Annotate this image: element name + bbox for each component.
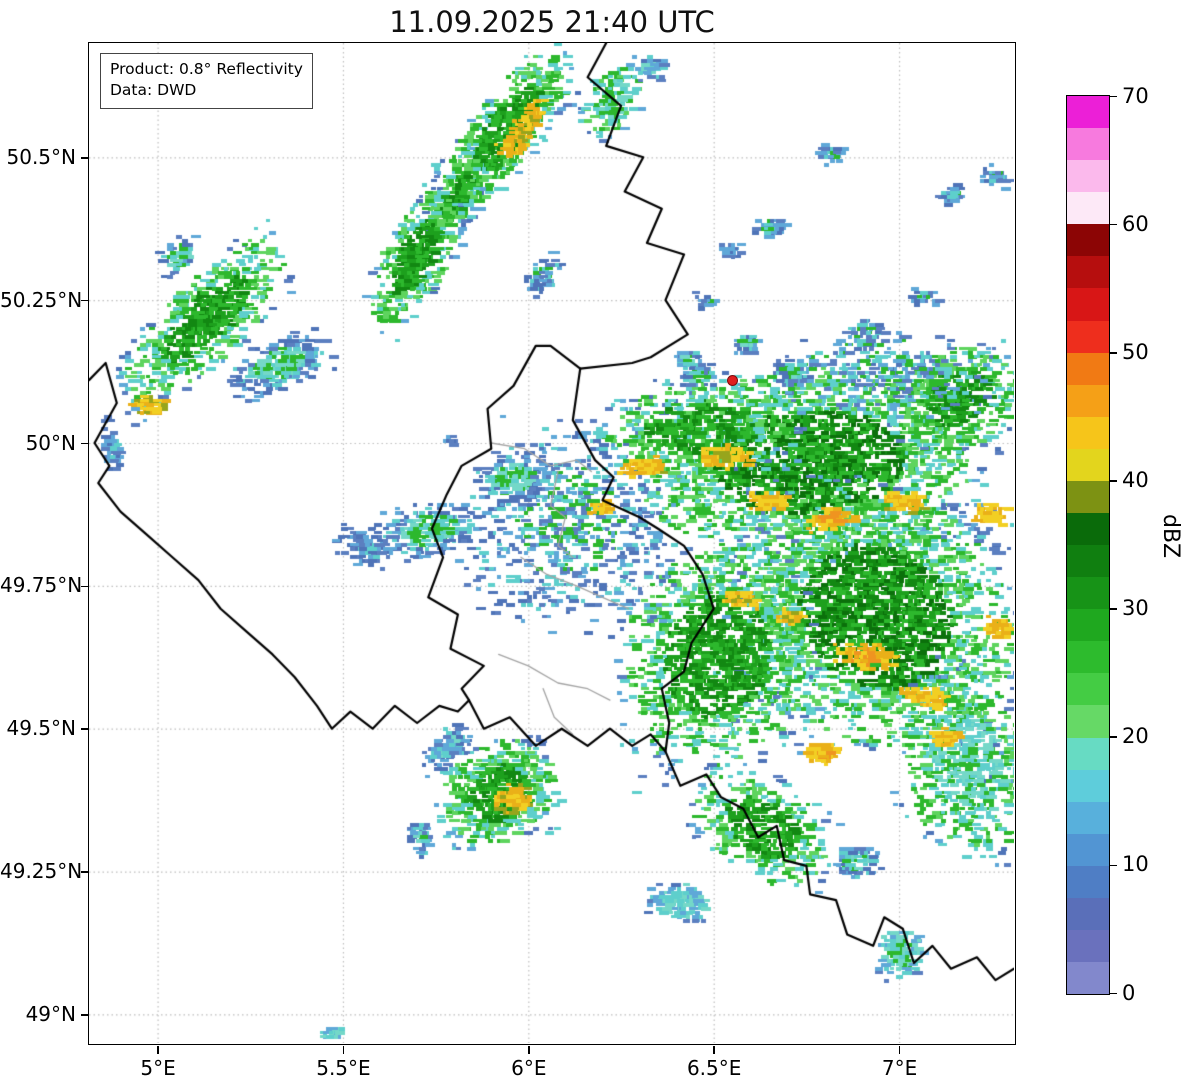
colorbar-tick xyxy=(1110,480,1117,482)
x-axis-tick xyxy=(898,1045,901,1054)
y-axis-tick xyxy=(80,728,89,730)
x-axis-tick-label: 6.5°E xyxy=(686,1056,742,1080)
colorbar-tick xyxy=(1110,608,1117,610)
x-axis-tick-label: 7°E xyxy=(881,1056,918,1080)
colorbar-segment xyxy=(1067,865,1109,898)
product-label: Product: 0.8° Reflectivity xyxy=(110,60,303,78)
colorbar-tick-label: 50 xyxy=(1122,339,1149,364)
colorbar-tick xyxy=(1110,95,1117,98)
x-axis-tick xyxy=(157,1045,159,1054)
x-axis-tick-label: 5.5°E xyxy=(316,1056,371,1080)
colorbar-tick xyxy=(1110,223,1117,226)
colorbar-segment xyxy=(1067,673,1109,706)
data-source-label: Data: DWD xyxy=(110,81,197,100)
colorbar-tick-label: 40 xyxy=(1122,467,1149,492)
colorbar-tick-label: 0 xyxy=(1122,980,1136,1005)
colorbar-segment xyxy=(1067,545,1109,578)
y-axis-tick xyxy=(80,871,89,873)
x-axis-tick xyxy=(713,1045,715,1054)
colorbar-segment xyxy=(1067,705,1109,738)
y-axis-tick-label: 50°N xyxy=(25,430,76,455)
colorbar-segment xyxy=(1067,930,1109,963)
page-title: 11.09.2025 21:40 UTC xyxy=(389,5,715,39)
colorbar-segment xyxy=(1067,320,1109,353)
colorbar-segment xyxy=(1067,480,1109,514)
colorbar-segment xyxy=(1067,256,1109,289)
colorbar-segment xyxy=(1067,513,1109,546)
colorbar-tick-label: 30 xyxy=(1122,596,1149,621)
y-axis-tick xyxy=(80,585,89,588)
colorbar-axis-label: dBZ xyxy=(1158,514,1183,559)
map-plot-area xyxy=(88,42,1016,1045)
colorbar-segment xyxy=(1067,160,1109,193)
info-box: Product: 0.8° Reflectivity Data: DWD xyxy=(100,53,313,109)
colorbar-tick-label: 10 xyxy=(1122,852,1149,877)
x-axis-tick xyxy=(342,1045,345,1054)
colorbar-segment xyxy=(1067,801,1109,834)
colorbar-segment xyxy=(1067,224,1109,257)
x-axis-tick xyxy=(528,1045,530,1054)
y-axis-tick-label: 49.5°N xyxy=(6,716,77,741)
y-axis-tick xyxy=(80,1014,89,1016)
colorbar-segment xyxy=(1067,897,1109,931)
radar-map-canvas xyxy=(89,43,1014,1043)
colorbar-segment xyxy=(1067,192,1109,225)
colorbar-segment xyxy=(1067,448,1109,481)
colorbar-segment xyxy=(1067,769,1109,802)
x-axis-tick-label: 6°E xyxy=(511,1056,547,1080)
colorbar-segment xyxy=(1067,577,1109,610)
colorbar-tick xyxy=(1110,864,1117,867)
y-axis-tick-label: 50.5°N xyxy=(6,144,77,169)
y-axis-tick xyxy=(80,442,89,445)
colorbar-segment xyxy=(1067,416,1109,449)
colorbar-tick xyxy=(1110,992,1117,995)
y-axis-tick-label: 50.25°N xyxy=(0,287,83,312)
colorbar-segment xyxy=(1067,962,1109,995)
colorbar-tick xyxy=(1110,736,1117,738)
y-axis-tick xyxy=(80,156,89,159)
colorbar xyxy=(1066,95,1110,995)
x-axis-tick-label: 5°E xyxy=(140,1056,176,1080)
y-axis-tick-label: 49.25°N xyxy=(0,859,83,884)
y-axis-tick-label: 49°N xyxy=(25,1001,76,1026)
colorbar-segment xyxy=(1067,737,1109,770)
colorbar-segment xyxy=(1067,96,1109,129)
colorbar-tick xyxy=(1110,351,1117,354)
colorbar-segment xyxy=(1067,128,1109,161)
colorbar-segment xyxy=(1067,384,1109,417)
radar-site-marker xyxy=(727,375,739,387)
colorbar-tick-label: 60 xyxy=(1122,211,1149,236)
y-axis-tick-label: 49.75°N xyxy=(0,573,83,598)
y-axis-tick xyxy=(80,299,89,302)
colorbar-segment xyxy=(1067,641,1109,674)
colorbar-tick-label: 70 xyxy=(1122,83,1149,108)
colorbar-segment xyxy=(1067,609,1109,642)
colorbar-segment xyxy=(1067,833,1109,866)
colorbar-tick-label: 20 xyxy=(1122,724,1149,749)
colorbar-segment xyxy=(1067,352,1109,385)
colorbar-segment xyxy=(1067,288,1109,321)
